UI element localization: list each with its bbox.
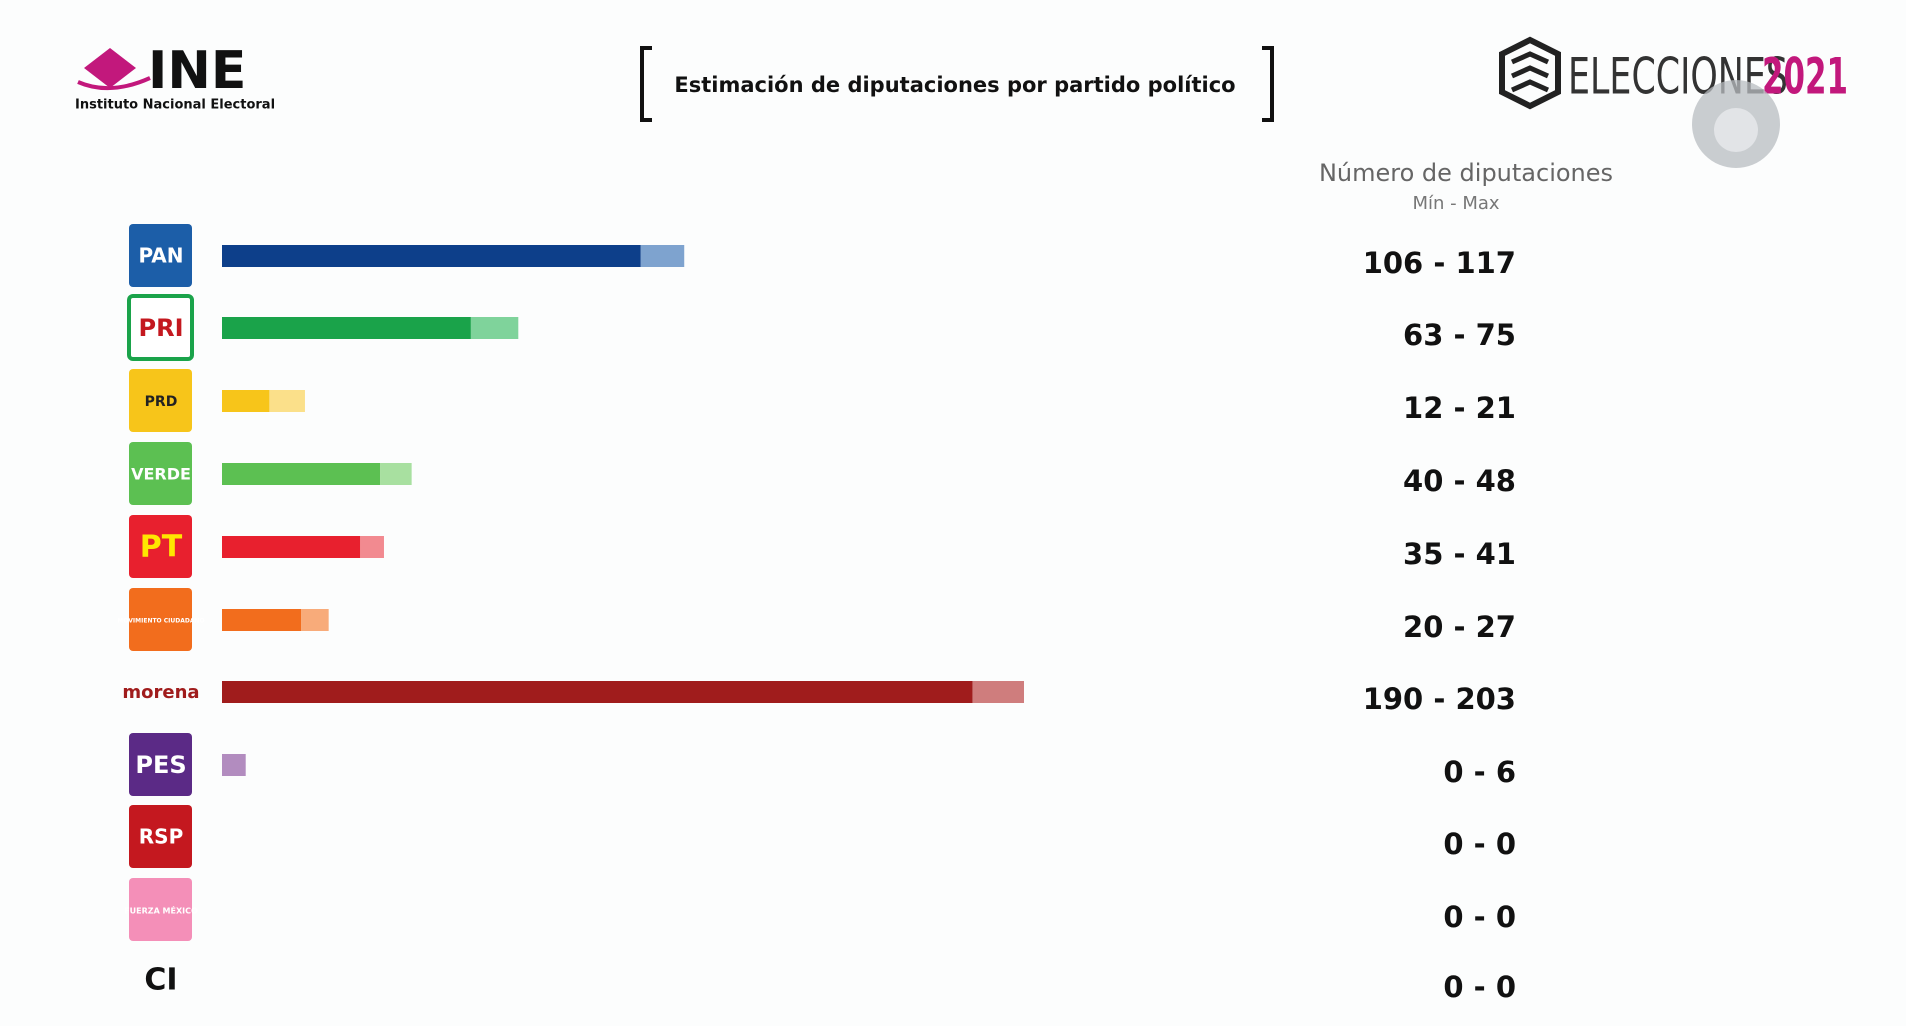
value-label: 0 - 0: [1443, 900, 1516, 934]
bracket-left: [640, 46, 652, 122]
party-logo: [129, 442, 192, 505]
bar-range: [360, 536, 384, 558]
party-logo: [129, 515, 192, 578]
watermark-inner: [1714, 108, 1758, 152]
party-label: PES: [135, 751, 186, 779]
bracket-right: [1262, 46, 1274, 122]
bar-range: [380, 463, 412, 485]
value-label: 63 - 75: [1403, 318, 1516, 352]
value-label: 0 - 0: [1443, 970, 1516, 1004]
bar-min: [222, 609, 302, 631]
bar-min: [222, 390, 270, 412]
value-label: 0 - 6: [1443, 755, 1516, 789]
party-label: VERDE: [131, 465, 191, 484]
ine-logo-subtitle: Instituto Nacional Electoral: [75, 98, 275, 113]
party-logo: [129, 733, 192, 796]
bar-range: [470, 317, 519, 339]
ine-logo-text: INE: [148, 41, 246, 101]
party-label: PT: [140, 530, 183, 565]
bar-min: [222, 536, 361, 558]
party-logo: [129, 878, 192, 941]
ine-swoosh: [77, 76, 151, 91]
party-label: PRD: [145, 394, 178, 410]
bar-min: [222, 463, 381, 485]
party-logo: [129, 224, 192, 287]
elecciones-icon: [1499, 36, 1561, 110]
party-logo: [127, 294, 194, 361]
bar-range: [640, 245, 685, 267]
party-logo: [129, 588, 192, 651]
value-label: 40 - 48: [1403, 464, 1516, 498]
party-label: MOVIMIENTO CIUDADANO: [117, 618, 204, 625]
value-label: 106 - 117: [1363, 246, 1516, 280]
party-label: CI: [144, 963, 177, 998]
value-column-title: Número de diputaciones: [1319, 159, 1613, 187]
party-label: PRI: [139, 314, 184, 342]
party-logo: [129, 369, 192, 432]
party-label: morena: [122, 682, 199, 703]
value-label: 190 - 203: [1363, 682, 1516, 716]
value-label: 35 - 41: [1403, 537, 1516, 571]
bar-range: [301, 609, 329, 631]
bar-range: [972, 681, 1024, 703]
bar-min: [222, 681, 973, 703]
bar-range: [269, 390, 305, 412]
bar-range: [222, 754, 246, 776]
brand-year: 2021: [1762, 48, 1848, 106]
bar-min: [222, 245, 641, 267]
party-label: FUERZA MÉXICO: [124, 905, 198, 916]
value-label: 12 - 21: [1403, 391, 1516, 425]
party-label: PAN: [138, 244, 183, 268]
value-column-subtitle: Mín - Max: [1412, 193, 1499, 214]
value-label: 0 - 0: [1443, 827, 1516, 861]
bar-min: [222, 317, 471, 339]
ine-diamond: [84, 48, 136, 88]
party-label: RSP: [139, 825, 183, 849]
value-label: 20 - 27: [1403, 610, 1516, 644]
party-logo: [129, 805, 192, 868]
chart-title: Estimación de diputaciones por partido p…: [674, 73, 1235, 97]
